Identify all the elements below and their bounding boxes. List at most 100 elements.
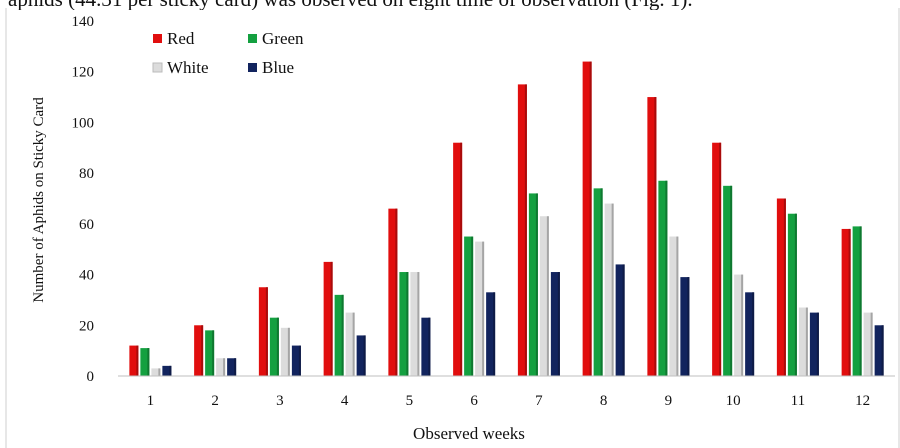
legend-label-green: Green (262, 29, 304, 48)
bar-green-week-3 (269, 317, 279, 376)
bar-shade (265, 287, 268, 376)
bar-shade (406, 272, 409, 376)
bar-shade (622, 264, 625, 376)
y-axis: 0 20 40 60 80 100 120 140 (72, 14, 95, 385)
bar-green-week-12 (852, 226, 862, 376)
bar-shade (654, 97, 657, 377)
bar-shade (212, 330, 215, 376)
y-axis-title: Number of Aphids on Sticky Card (31, 97, 47, 303)
y-tick-label: 100 (72, 115, 95, 131)
bar-red-week-9 (647, 97, 657, 377)
x-tick-label: 1 (147, 393, 155, 409)
bar-red-week-8 (582, 61, 592, 376)
legend: Red Green White Blue (152, 29, 304, 77)
x-tick-label: 2 (211, 393, 219, 409)
bar-shade (201, 325, 204, 376)
bar-green-week-11 (787, 213, 797, 376)
bar-shade (870, 312, 873, 376)
bar-shade (428, 317, 431, 376)
x-tick-label: 12 (855, 393, 870, 409)
x-axis-title: Observed weeks (413, 424, 525, 443)
bar-white-week-12 (863, 312, 873, 376)
bar-white-week-8 (604, 203, 614, 376)
bar-shade (341, 294, 344, 376)
x-tick-label: 7 (535, 393, 543, 409)
bar-green-week-9 (658, 180, 668, 376)
bar-shade (741, 274, 744, 376)
x-tick-label: 6 (470, 393, 478, 409)
bar-white-week-6 (475, 241, 485, 376)
bar-shade (136, 345, 139, 376)
legend-swatch-green (248, 34, 257, 43)
y-tick-label: 80 (79, 166, 94, 182)
bar-shade (848, 228, 851, 376)
bar-shade (676, 236, 679, 376)
bar-shade (589, 61, 592, 376)
bar-shade (460, 142, 463, 376)
x-tick-label: 4 (341, 393, 349, 409)
bar-blue-week-6 (486, 292, 496, 376)
bar-shade (881, 325, 884, 376)
y-tick-label: 120 (72, 65, 95, 81)
x-tick-label: 5 (406, 393, 414, 409)
bar-blue-week-2 (227, 358, 237, 376)
y-tick-label: 20 (79, 318, 94, 334)
legend-label-blue: Blue (262, 58, 294, 77)
bar-shade (557, 272, 560, 376)
bar-shade (805, 307, 808, 376)
bar-shade (600, 188, 603, 376)
y-tick-label: 40 (79, 268, 94, 284)
bar-shade (859, 226, 862, 376)
x-tick-label: 11 (791, 393, 805, 409)
bar-green-week-5 (399, 272, 409, 376)
x-tick-label: 8 (600, 393, 608, 409)
bar-white-week-7 (539, 216, 549, 376)
bar-shade (352, 312, 355, 376)
x-tick-label: 9 (665, 393, 673, 409)
bar-shade (482, 241, 485, 376)
bar-white-week-10 (734, 274, 744, 376)
legend-swatch-white (152, 62, 163, 73)
bar-shade (730, 185, 733, 376)
bar-shade (158, 368, 161, 376)
bar-shade (287, 327, 290, 376)
bar-blue-week-8 (615, 264, 625, 376)
bar-shade (611, 203, 614, 376)
bar-blue-week-3 (291, 345, 301, 376)
bar-white-week-3 (280, 327, 290, 376)
bar-shade (535, 193, 538, 376)
bar-red-week-1 (129, 345, 139, 376)
bar-white-week-9 (669, 236, 679, 376)
x-axis: 1 2 3 4 5 6 7 8 9 10 11 12 (147, 393, 871, 409)
bar-shade (493, 292, 496, 376)
bar-red-week-11 (776, 198, 786, 376)
bar-red-week-5 (388, 208, 398, 376)
bar-shade (298, 345, 301, 376)
legend-swatch-blue (248, 63, 257, 72)
y-tick-label: 140 (72, 14, 95, 30)
legend-label-white: White (167, 58, 209, 77)
bar-white-week-2 (216, 358, 226, 376)
bar-white-week-1 (151, 368, 161, 376)
bar-green-week-4 (334, 294, 344, 376)
bar-shade (276, 317, 279, 376)
bar-shade (665, 180, 668, 376)
bar-white-week-11 (798, 307, 808, 376)
bar-red-week-3 (258, 287, 268, 376)
bar-blue-week-4 (356, 335, 366, 376)
bar-blue-week-9 (680, 277, 690, 376)
bar-red-week-7 (517, 84, 527, 377)
bar-blue-week-11 (809, 312, 819, 376)
bar-blue-week-7 (550, 272, 560, 376)
bar-shade (223, 358, 226, 376)
legend-swatch-red (153, 34, 162, 43)
bar-red-week-10 (712, 142, 722, 376)
bar-shade (471, 236, 474, 376)
bar-green-week-8 (593, 188, 603, 376)
bar-shade (147, 348, 150, 376)
bar-red-week-4 (323, 261, 333, 376)
bar-blue-week-5 (421, 317, 431, 376)
bar-shade (783, 198, 786, 376)
bar-green-week-2 (205, 330, 215, 376)
